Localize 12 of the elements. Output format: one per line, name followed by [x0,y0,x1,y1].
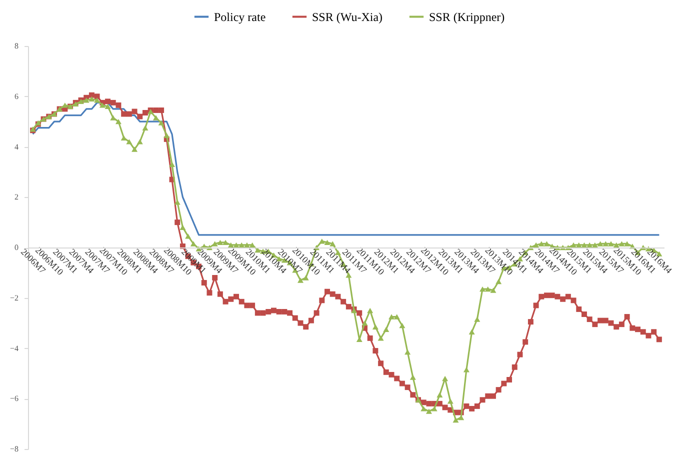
y-tick-label: −6 [10,394,18,404]
y-tick-label: 4 [14,142,18,152]
y-tick-label: −2 [10,293,18,302]
y-tick-label: 6 [14,92,18,101]
y-tick-label: 0 [14,243,18,252]
y-tick-label: 8 [14,42,18,50]
y-tick-label: 2 [14,192,18,202]
legend-label: SSR (Krippner) [429,10,505,24]
y-tick-label: −4 [10,344,18,353]
legend-label: Policy rate [214,10,266,24]
y-tick-label: −8 [10,444,18,453]
legend-label: SSR (Wu-Xia) [312,10,383,24]
